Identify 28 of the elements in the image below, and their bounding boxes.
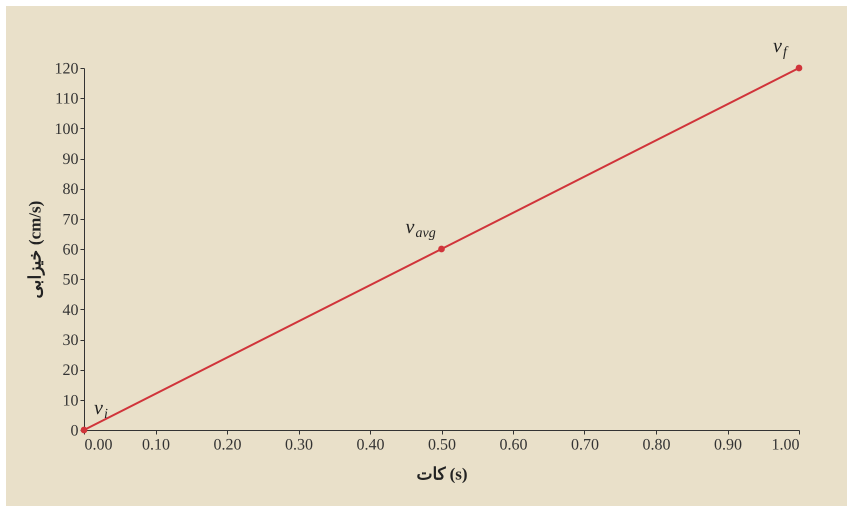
x-tick-label: 0.70 <box>571 436 599 454</box>
y-axis-title: خیزابی (cm/s) <box>26 200 46 298</box>
y-tick-label: 10 <box>62 392 78 410</box>
y-tick-label: 60 <box>62 242 78 258</box>
x-tick-label: 0.50 <box>428 436 456 454</box>
y-tick-label: 80 <box>62 181 78 198</box>
x-tick-label: 0.80 <box>642 436 670 454</box>
point <box>438 246 445 252</box>
x-axis-title: کات (s) <box>416 464 468 484</box>
x-tick-label: 0.60 <box>500 436 528 454</box>
y-tick-label: 30 <box>62 332 78 349</box>
x-tick-label: 0.30 <box>285 436 313 454</box>
y-tick-label: 50 <box>62 272 78 289</box>
y-tick-label: 20 <box>62 362 78 380</box>
y-tick-label: 100 <box>54 120 78 138</box>
x-tick-label: 0.40 <box>356 436 384 454</box>
point <box>796 64 802 72</box>
y-tick-label: 110 <box>55 90 78 108</box>
x-tick-label: 0.10 <box>142 436 170 454</box>
x-tick-label: 0.00 <box>84 436 112 454</box>
x-tick-label: 1.00 <box>772 436 800 454</box>
y-tick-label: 0 <box>70 422 78 440</box>
y-tick-label: 90 <box>62 151 78 168</box>
y-tick-label: 120 <box>54 60 78 78</box>
y-tick-label: 40 <box>62 302 78 319</box>
x-tick-label: 0.20 <box>214 436 242 454</box>
x-tick-label: 0.90 <box>714 436 742 454</box>
y-tick-label: 70 <box>62 211 78 228</box>
